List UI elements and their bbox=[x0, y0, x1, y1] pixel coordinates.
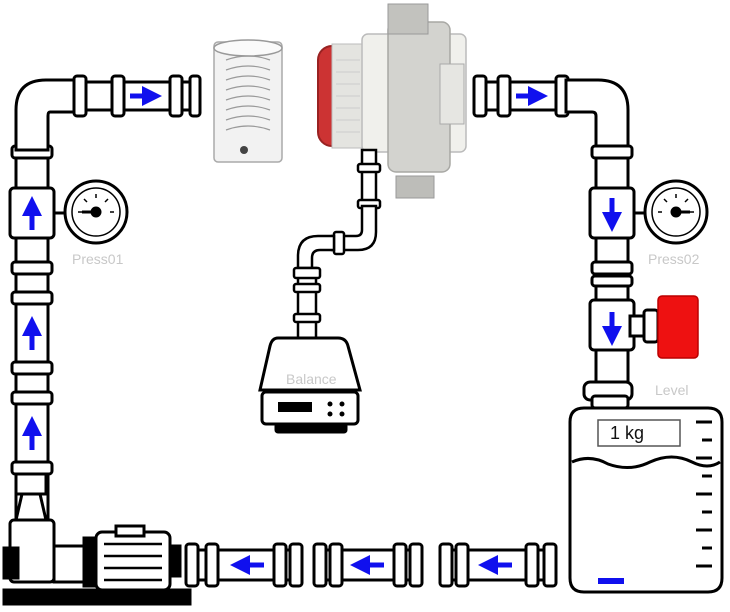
flow-arrows bbox=[22, 86, 622, 575]
scale-icon bbox=[258, 336, 362, 434]
balance-label: Balance bbox=[286, 371, 337, 387]
pressure-gauge-left bbox=[63, 179, 129, 245]
tank-mass-value: 1 kg bbox=[610, 423, 645, 443]
press01-label: Press01 bbox=[72, 251, 124, 267]
top-left-elbow bbox=[14, 78, 82, 152]
valve-actuator-icon[interactable] bbox=[657, 295, 699, 359]
process-machine bbox=[317, 3, 467, 199]
level-label: Level bbox=[655, 382, 689, 398]
tank-display-box bbox=[597, 419, 681, 447]
filter-housing bbox=[213, 39, 283, 163]
left-pipe-run bbox=[8, 144, 66, 530]
pump-motor-icon bbox=[2, 472, 192, 606]
level-tank-icon bbox=[568, 394, 724, 594]
pressure-gauge-right bbox=[643, 179, 709, 245]
press02-label: Press02 bbox=[648, 251, 700, 267]
bottom-pipe-row bbox=[184, 542, 558, 588]
top-right-elbow bbox=[564, 78, 630, 152]
right-pipe-run bbox=[582, 144, 660, 402]
balance-line bbox=[292, 148, 382, 340]
